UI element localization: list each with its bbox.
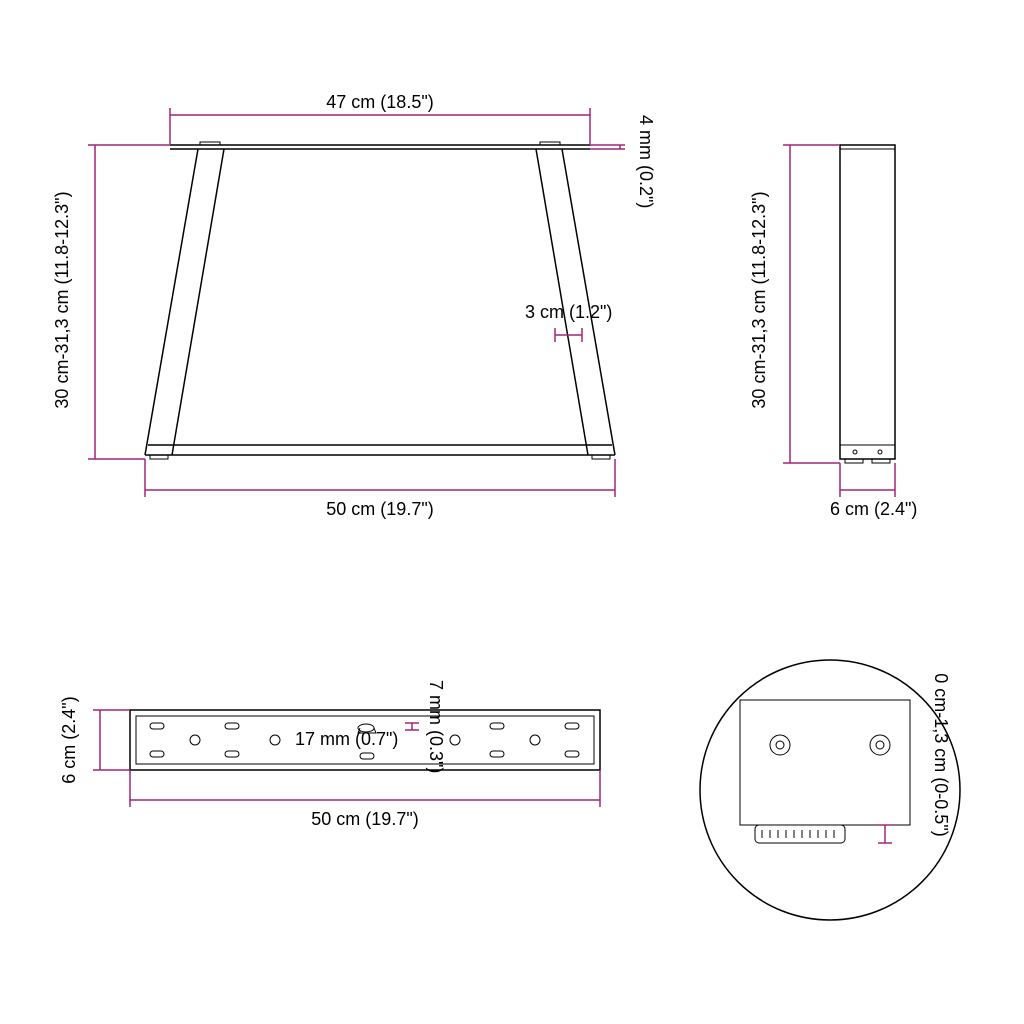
dim-bottom-width: 50 cm (19.7"): [326, 499, 433, 519]
dim-height-side: 30 cm-31,3 cm (11.8-12.3"): [749, 191, 769, 408]
dim-top-width2: 50 cm (19.7"): [311, 809, 418, 829]
dim-depth-side: 6 cm (2.4"): [830, 499, 917, 519]
dim-leg-width: 3 cm (1.2"): [525, 302, 612, 322]
dim-top-depth: 6 cm (2.4"): [59, 696, 79, 783]
dim-adjuster: 0 cm-1,3 cm (0-0.5"): [931, 673, 951, 836]
dim-hole-spacing: 17 mm (0.7"): [295, 729, 398, 749]
dim-top-width: 47 cm (18.5"): [326, 92, 433, 112]
dim-height-front: 30 cm-31,3 cm (11.8-12.3"): [52, 191, 72, 408]
dim-hole-size: 7 mm (0.3"): [426, 680, 446, 773]
dim-plate-thickness: 4 mm (0.2"): [636, 115, 656, 208]
